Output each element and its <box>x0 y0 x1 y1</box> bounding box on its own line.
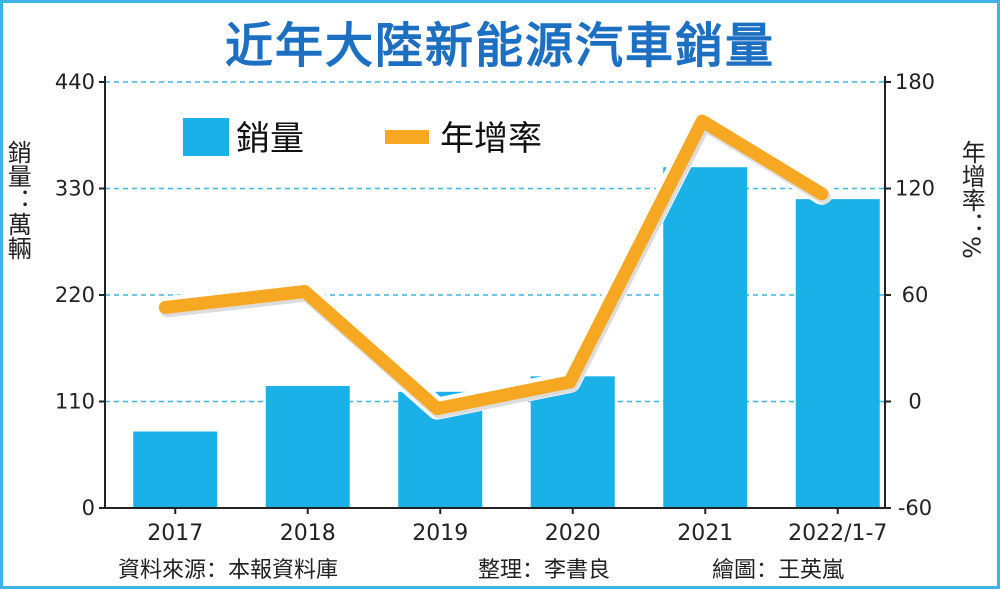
right-axis-label: 年增率：% <box>957 140 986 259</box>
bar-2022/1-7 <box>795 199 880 508</box>
right-tick-label: 60 <box>902 283 929 307</box>
legend-swatch-sales <box>183 118 229 156</box>
bar-2021 <box>663 167 748 508</box>
editor-credit: 整理：李書良 <box>478 558 611 583</box>
legend-swatch-growth <box>385 130 429 144</box>
left-tick-label: 110 <box>55 390 95 414</box>
x-tick-label: 2017 <box>147 521 203 546</box>
legend-label-growth: 年增率 <box>440 119 542 159</box>
growth-point-2019 <box>436 407 439 410</box>
x-tick-label: 2018 <box>280 521 336 546</box>
growth-point-2021 <box>701 120 704 123</box>
x-tick-label: 2020 <box>545 521 601 546</box>
growth-point-2020 <box>568 380 571 383</box>
x-tick-label: 2022/1-7 <box>788 521 887 546</box>
bar-2020 <box>530 376 615 508</box>
growth-point-2018 <box>303 290 306 293</box>
legend-label-sales: 銷量 <box>236 119 304 159</box>
right-tick-label: -60 <box>898 496 932 520</box>
x-tick-label: 2021 <box>677 521 733 546</box>
left-tick-label: 220 <box>55 283 95 307</box>
left-tick-label: 440 <box>55 70 95 94</box>
growth-line <box>158 114 829 416</box>
left-tick-label: 0 <box>82 496 95 520</box>
illustrator-credit: 繪圖：王英嵐 <box>712 558 845 583</box>
growth-point-2017 <box>164 306 167 309</box>
left-axis-label: 銷量：萬輛 <box>3 140 32 260</box>
x-tick-label: 2019 <box>412 521 468 546</box>
chart-title: 近年大陸新能源汽車銷量 <box>224 18 775 74</box>
source-credit: 資料來源：本報資料庫 <box>118 558 339 583</box>
right-tick-label: 0 <box>908 390 921 414</box>
left-tick-label: 330 <box>55 177 95 201</box>
right-tick-label: 120 <box>895 177 935 201</box>
bar-2017 <box>133 431 218 508</box>
bar-2018 <box>265 386 350 508</box>
growth-point-2022/1-7 <box>820 192 823 195</box>
right-tick-label: 180 <box>895 70 935 94</box>
